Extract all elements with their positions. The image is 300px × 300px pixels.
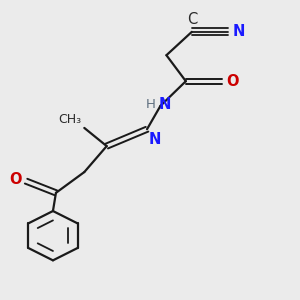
Text: O: O (9, 172, 22, 187)
Text: H: H (146, 98, 156, 111)
Text: N: N (159, 97, 171, 112)
Text: C: C (187, 12, 197, 27)
Text: CH₃: CH₃ (58, 113, 81, 126)
Text: O: O (226, 74, 238, 89)
Text: N: N (233, 24, 245, 39)
Text: N: N (148, 132, 161, 147)
